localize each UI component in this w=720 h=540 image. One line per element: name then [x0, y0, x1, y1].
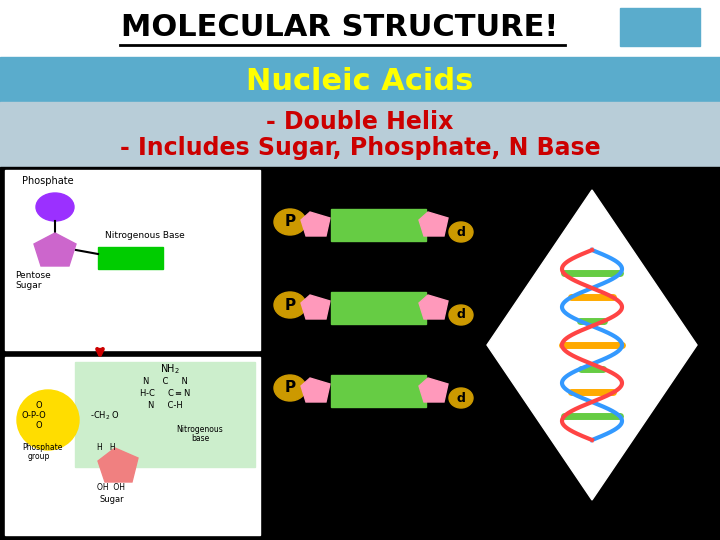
- Ellipse shape: [274, 209, 306, 235]
- Text: Nucleic Acids: Nucleic Acids: [246, 68, 474, 97]
- Text: group: group: [28, 452, 50, 461]
- Text: - Double Helix: - Double Helix: [266, 110, 454, 134]
- Text: P: P: [284, 381, 296, 395]
- Polygon shape: [419, 378, 448, 402]
- Bar: [331, 375, 426, 407]
- Text: O: O: [35, 421, 42, 430]
- Text: Nitrogenous Base: Nitrogenous Base: [105, 231, 185, 240]
- Polygon shape: [301, 212, 330, 236]
- Polygon shape: [98, 448, 138, 482]
- Ellipse shape: [449, 305, 473, 325]
- Text: d: d: [456, 392, 465, 404]
- Text: base: base: [191, 434, 209, 443]
- Ellipse shape: [449, 222, 473, 242]
- Bar: [620, 8, 700, 46]
- Text: Phosphate: Phosphate: [22, 176, 73, 186]
- Text: O: O: [35, 401, 42, 410]
- Text: O-P-O: O-P-O: [22, 411, 47, 420]
- Text: Nitrogenous: Nitrogenous: [176, 425, 223, 434]
- Text: Pentose: Pentose: [15, 271, 50, 280]
- Bar: [0, 57, 720, 102]
- Text: H-C     C$\equiv$N: H-C C$\equiv$N: [139, 387, 191, 398]
- Polygon shape: [301, 295, 330, 319]
- Bar: [0, 102, 720, 167]
- Polygon shape: [301, 378, 330, 402]
- Ellipse shape: [36, 193, 74, 221]
- Text: Sugar: Sugar: [100, 495, 125, 504]
- Text: N     C     N: N C N: [143, 377, 187, 386]
- Bar: [0, 167, 720, 540]
- Ellipse shape: [17, 390, 79, 450]
- Text: -CH$_2$ O: -CH$_2$ O: [90, 409, 120, 422]
- Bar: [331, 209, 426, 241]
- Bar: [331, 292, 426, 324]
- Polygon shape: [419, 295, 448, 319]
- Bar: [5, 357, 260, 535]
- Ellipse shape: [274, 292, 306, 318]
- Text: - Includes Sugar, Phosphate, N Base: - Includes Sugar, Phosphate, N Base: [120, 136, 600, 160]
- Text: H   H: H H: [97, 443, 116, 452]
- Polygon shape: [34, 233, 76, 266]
- Text: MOLECULAR STRUCTURE!: MOLECULAR STRUCTURE!: [122, 14, 559, 43]
- Text: d: d: [456, 226, 465, 239]
- Text: Phosphate: Phosphate: [22, 443, 63, 452]
- Text: OH  OH: OH OH: [97, 483, 125, 492]
- Bar: [5, 170, 260, 350]
- Text: N     C-H: N C-H: [148, 401, 182, 410]
- Text: NH$_2$: NH$_2$: [160, 362, 180, 376]
- Bar: [98, 247, 163, 269]
- Bar: [0, 0, 720, 57]
- Text: P: P: [284, 298, 296, 313]
- Ellipse shape: [449, 388, 473, 408]
- Polygon shape: [419, 212, 448, 236]
- Bar: [75, 362, 255, 467]
- Ellipse shape: [274, 375, 306, 401]
- Polygon shape: [487, 190, 697, 500]
- Text: d: d: [456, 308, 465, 321]
- Text: P: P: [284, 214, 296, 230]
- Text: Sugar: Sugar: [15, 281, 42, 290]
